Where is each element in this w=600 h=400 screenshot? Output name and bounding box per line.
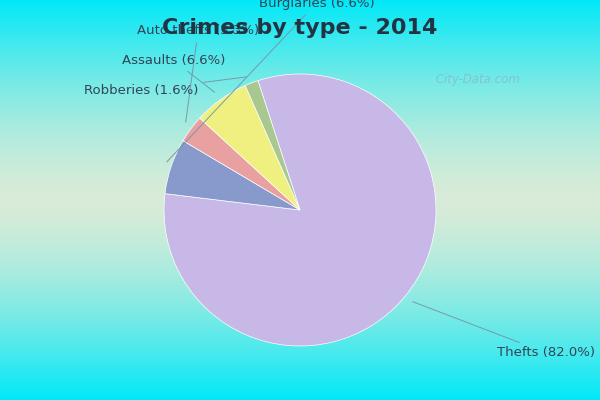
Wedge shape <box>164 74 436 346</box>
Wedge shape <box>165 141 300 210</box>
Wedge shape <box>183 118 300 210</box>
Wedge shape <box>200 86 300 210</box>
Text: City-Data.com: City-Data.com <box>432 74 520 86</box>
Text: Auto thefts (3.3%): Auto thefts (3.3%) <box>137 24 259 122</box>
Text: Thefts (82.0%): Thefts (82.0%) <box>413 302 595 359</box>
Text: Assaults (6.6%): Assaults (6.6%) <box>122 54 225 92</box>
Text: Burglaries (6.6%): Burglaries (6.6%) <box>167 0 374 162</box>
Wedge shape <box>245 81 300 210</box>
Text: Crimes by type - 2014: Crimes by type - 2014 <box>163 18 437 38</box>
Text: Robberies (1.6%): Robberies (1.6%) <box>83 77 247 97</box>
